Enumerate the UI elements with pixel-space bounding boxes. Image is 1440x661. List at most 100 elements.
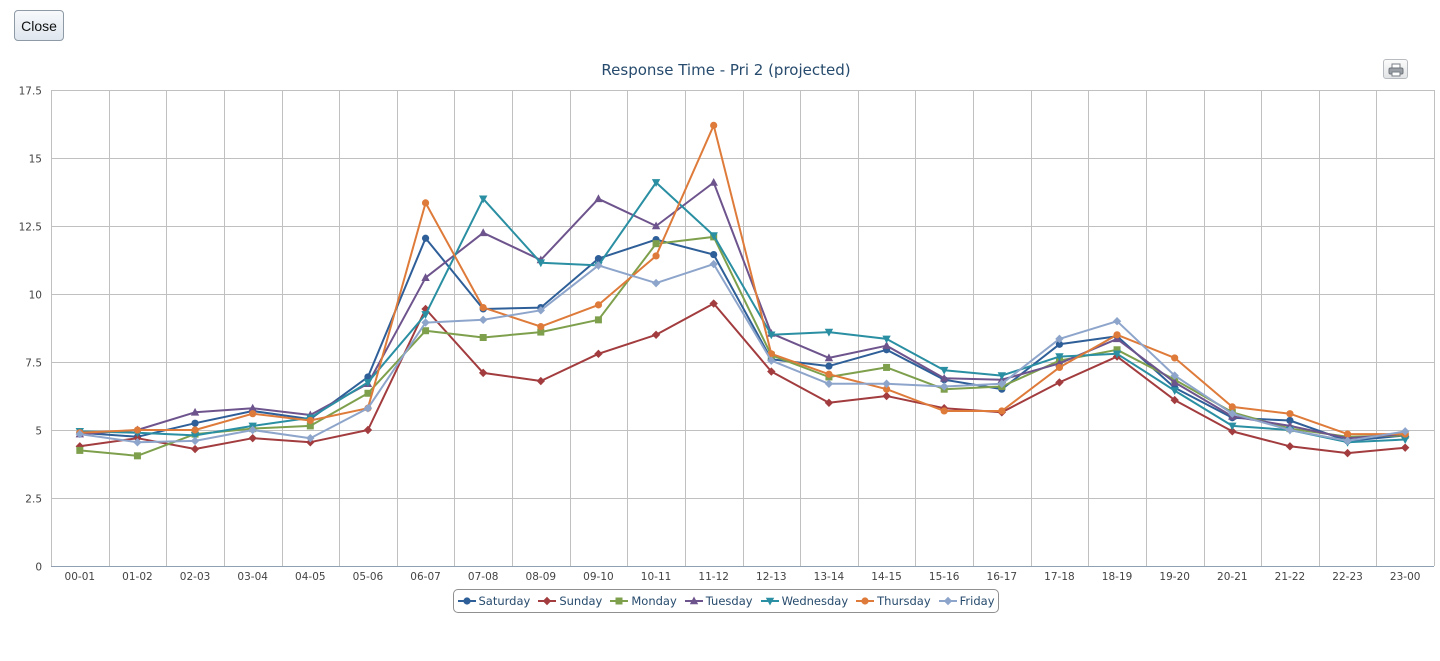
legend-marker-monday (615, 597, 623, 605)
data-point-sunday (1343, 448, 1352, 458)
data-point-friday (882, 379, 891, 388)
legend-item-friday[interactable]: Friday (938, 594, 995, 608)
data-point-saturday (710, 250, 718, 259)
data-point-tuesday (1170, 377, 1179, 386)
data-point-friday (75, 429, 85, 439)
data-point-sunday (824, 398, 834, 407)
data-point-friday (651, 278, 661, 288)
grid (51, 90, 1435, 567)
x-tick-label: 16-17 (987, 571, 1018, 583)
data-point-tuesday (882, 341, 891, 349)
series-line-tuesday[interactable] (79, 181, 1406, 440)
legend-item-thursday[interactable]: Thursday (856, 594, 931, 608)
data-point-friday (536, 306, 546, 315)
data-point-sunday (1228, 427, 1237, 436)
printer-icon (1388, 63, 1403, 77)
data-point-sunday (363, 425, 373, 435)
data-point-friday (133, 438, 142, 447)
legend-item-wednesday[interactable]: Wednesday (760, 594, 848, 608)
data-point-saturday (421, 234, 430, 242)
data-point-wednesday (882, 335, 891, 344)
data-point-thursday (652, 252, 660, 260)
series-line-saturday[interactable] (79, 237, 1406, 442)
data-point-friday (1228, 409, 1237, 418)
data-point-sunday (1285, 442, 1295, 451)
y-tick-label: 7.5 (25, 358, 42, 370)
x-tick-label: 04-05 (295, 571, 326, 583)
close-button[interactable]: Close (14, 10, 64, 41)
series-line-friday[interactable] (79, 263, 1406, 444)
data-point-sunday (1170, 395, 1179, 405)
legend-item-sunday[interactable]: Sunday (538, 594, 602, 608)
data-point-tuesday (709, 177, 718, 186)
data-point-thursday (882, 385, 891, 393)
legend-item-monday[interactable]: Monday (610, 594, 677, 608)
data-point-monday (364, 389, 372, 397)
data-point-wednesday (1228, 422, 1237, 431)
print-button[interactable] (1383, 59, 1408, 79)
legend-label: Friday (959, 594, 995, 608)
data-point-sunday (651, 330, 661, 339)
series-thursday (76, 121, 1409, 438)
x-tick-label: 07-08 (468, 571, 499, 583)
series-line-monday[interactable] (79, 235, 1406, 457)
legend-label: Tuesday (705, 594, 753, 608)
x-tick-label: 08-09 (526, 571, 557, 583)
data-point-tuesday (939, 373, 949, 382)
data-point-monday (652, 240, 660, 248)
data-point-tuesday (421, 273, 430, 281)
data-point-wednesday (363, 379, 373, 387)
data-point-sunday (882, 391, 891, 401)
data-point-sunday (594, 349, 603, 359)
x-tick-label: 20-21 (1217, 571, 1248, 583)
data-point-wednesday (1055, 353, 1064, 362)
data-point-wednesday (1170, 387, 1179, 396)
data-point-thursday (249, 410, 257, 418)
x-tick-label: 17-18 (1044, 571, 1075, 583)
legend-label: Saturday (478, 594, 531, 608)
data-point-friday (478, 315, 488, 325)
legend-item-saturday[interactable]: Saturday (457, 594, 531, 608)
data-point-friday (939, 382, 949, 391)
data-point-friday (363, 404, 373, 413)
series-saturday (76, 234, 1409, 445)
data-point-friday (594, 261, 603, 270)
data-point-thursday (1343, 430, 1352, 438)
y-tick-label: 2.5 (25, 494, 42, 506)
data-point-monday (1113, 346, 1121, 354)
legend-symbol-wednesday (760, 597, 779, 606)
x-tick-label: 14-15 (871, 571, 902, 583)
legend-symbol-sunday (538, 596, 557, 606)
series-line-thursday[interactable] (79, 124, 1406, 436)
data-point-friday (306, 433, 315, 443)
series-tuesday (75, 177, 1410, 442)
chart-legend: Saturday Sunday Monday Tuesday Wednesday Thur… (453, 589, 999, 613)
x-tick-label: 06-07 (410, 571, 441, 583)
data-point-friday (248, 425, 257, 435)
x-tick-label: 15-16 (929, 571, 960, 583)
legend-symbol-friday (938, 596, 957, 606)
legend-item-tuesday[interactable]: Tuesday (684, 594, 753, 608)
legend-marker-friday (943, 596, 952, 606)
data-point-wednesday (1400, 436, 1410, 445)
legend-marker-sunday (543, 596, 552, 606)
x-tick-label: 05-06 (353, 571, 384, 583)
legend-label: Thursday (877, 594, 931, 608)
data-point-friday (997, 379, 1007, 388)
series-monday (76, 233, 1409, 460)
data-point-wednesday (767, 331, 776, 340)
data-point-saturday (594, 255, 603, 263)
data-point-wednesday (1112, 350, 1122, 359)
data-point-friday (190, 436, 200, 446)
data-point-thursday (133, 426, 142, 434)
data-point-saturday (1055, 340, 1064, 348)
x-tick-label: 22-23 (1332, 571, 1363, 583)
series-line-sunday[interactable] (79, 302, 1406, 455)
data-point-thursday (710, 121, 718, 129)
legend-label: Sunday (559, 594, 603, 608)
series-friday (75, 259, 1410, 447)
x-tick-label: 10-11 (641, 571, 672, 583)
data-point-tuesday (190, 407, 200, 416)
y-tick-label: 15 (29, 154, 42, 166)
